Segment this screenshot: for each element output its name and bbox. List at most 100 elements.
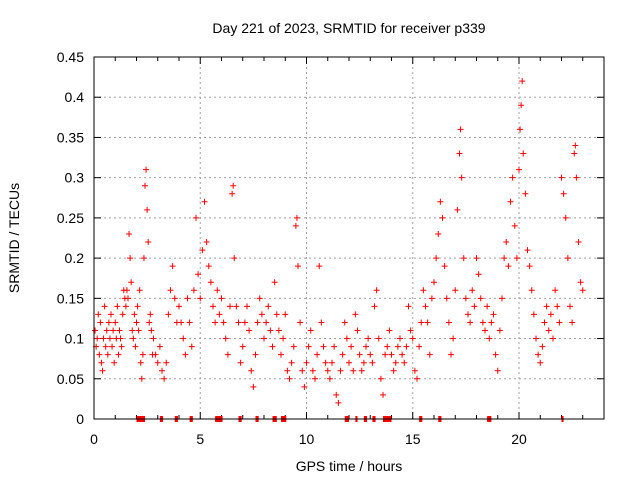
data-point <box>460 255 467 262</box>
data-point <box>280 335 287 342</box>
data-point <box>329 359 335 366</box>
data-point <box>110 327 117 334</box>
data-point <box>237 359 244 366</box>
data-point <box>295 263 301 270</box>
data-point <box>552 287 559 294</box>
data-point <box>146 319 153 326</box>
data-point <box>118 343 125 350</box>
data-point <box>545 327 552 334</box>
data-point <box>369 359 376 366</box>
data-point <box>452 287 459 294</box>
data-point <box>382 351 389 358</box>
data-point <box>575 239 582 246</box>
x-axis-label: GPS time / hours <box>296 458 403 474</box>
data-point <box>572 142 579 149</box>
data-point <box>193 214 199 221</box>
data-point <box>286 375 293 382</box>
data-point <box>123 287 130 294</box>
data-point <box>131 311 138 318</box>
data-point <box>111 359 118 366</box>
x-tick-label: 15 <box>405 431 421 447</box>
x-tick-label: 0 <box>90 431 98 447</box>
data-point <box>390 367 397 374</box>
data-point <box>95 311 102 318</box>
data-point <box>443 295 450 302</box>
data-point <box>142 182 148 189</box>
data-point <box>445 319 452 326</box>
data-point <box>190 287 197 294</box>
data-point <box>346 359 352 366</box>
data-point <box>358 367 365 374</box>
data-point <box>161 375 168 382</box>
data-point <box>441 263 448 270</box>
data-point <box>386 327 393 334</box>
data-point <box>458 174 465 181</box>
data-point <box>537 359 544 366</box>
y-tick-label: 0.1 <box>65 331 85 347</box>
data-point <box>482 327 488 334</box>
data-point <box>182 351 189 358</box>
data-point <box>312 375 318 382</box>
data-point <box>117 335 124 342</box>
data-point <box>469 287 476 294</box>
data-point <box>299 367 306 374</box>
grid-lines <box>94 57 604 419</box>
data-point <box>350 367 357 374</box>
data-point <box>112 319 119 326</box>
data-point <box>246 327 253 334</box>
data-point <box>564 255 571 262</box>
data-point <box>318 319 325 326</box>
data-point <box>484 303 491 310</box>
data-point <box>475 271 482 278</box>
data-point <box>224 351 231 358</box>
data-point <box>520 150 527 157</box>
data-point <box>92 327 99 334</box>
data-point <box>479 319 486 326</box>
data-point <box>507 198 514 205</box>
data-point <box>486 335 493 342</box>
data-point <box>119 311 126 318</box>
data-point <box>307 327 314 334</box>
y-tick-label: 0.15 <box>57 290 84 306</box>
data-point <box>102 343 109 350</box>
data-point <box>132 343 139 350</box>
data-point <box>522 190 529 197</box>
data-point <box>301 383 308 390</box>
data-point <box>218 295 225 302</box>
y-tick-label: 0.4 <box>65 89 85 105</box>
data-point <box>496 327 503 334</box>
data-point <box>252 351 259 358</box>
data-point <box>103 327 110 334</box>
y-tick-label: 0.35 <box>57 129 84 145</box>
data-point <box>159 367 165 374</box>
chart-title: Day 221 of 2023, SRMTID for receiver p33… <box>212 20 485 36</box>
data-point <box>116 327 123 334</box>
data-point <box>337 367 344 374</box>
data-point <box>186 319 193 326</box>
data-point <box>535 351 542 358</box>
data-point <box>176 303 182 310</box>
data-point <box>290 343 297 350</box>
data-point <box>560 190 567 197</box>
data-point <box>109 343 116 350</box>
data-point <box>380 391 386 398</box>
data-point <box>547 311 554 318</box>
data-point <box>394 343 401 350</box>
data-point <box>399 351 406 358</box>
data-point <box>503 239 510 246</box>
data-point <box>541 319 548 326</box>
data-point <box>517 126 524 133</box>
data-point <box>516 166 522 173</box>
data-point <box>207 279 214 286</box>
data-point <box>235 319 242 326</box>
data-point <box>499 295 505 302</box>
data-point <box>384 343 391 350</box>
data-point <box>339 351 346 358</box>
data-point <box>348 343 355 350</box>
data-point <box>267 327 274 334</box>
data-point <box>431 279 437 286</box>
data-point <box>331 343 338 350</box>
data-point <box>171 295 178 302</box>
data-point <box>180 335 187 342</box>
data-point <box>343 335 350 342</box>
